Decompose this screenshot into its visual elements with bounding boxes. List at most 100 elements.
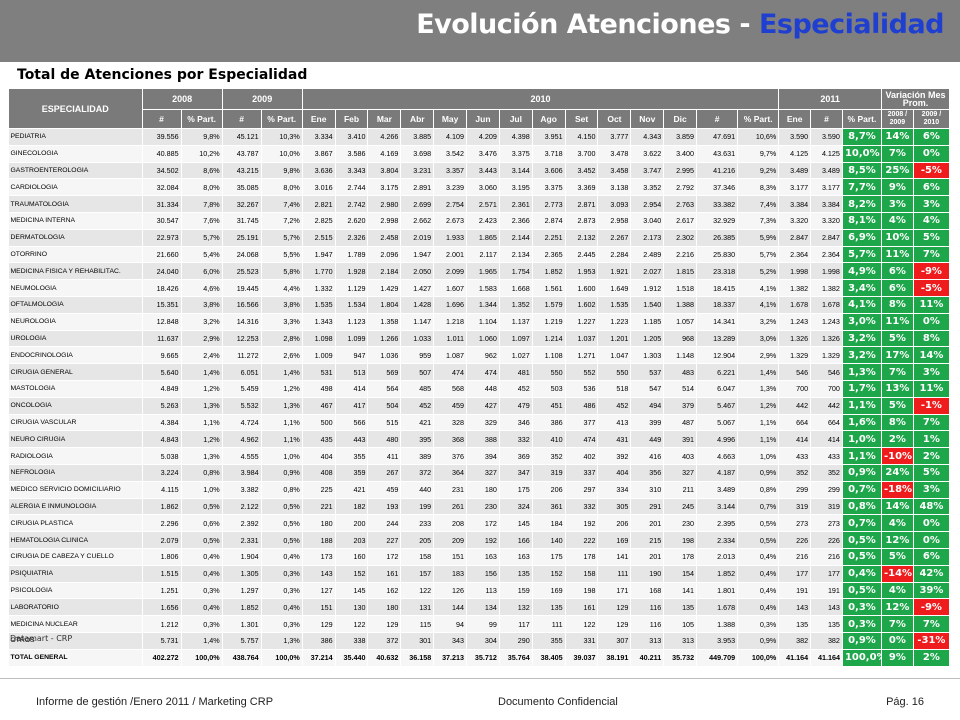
value-cell: 47.691 [696,128,739,146]
value-cell: 2.958 [597,212,632,230]
value-cell: 163 [499,548,533,566]
variation-cell: 2% [881,430,914,449]
value-cell: 1.953 [565,262,599,281]
variation-cell: -1% [913,397,951,415]
variation-cell: 1,1% [842,447,882,465]
value-cell: 503 [532,380,566,398]
value-cell: 392 [597,447,632,465]
value-cell: 1.297 [222,582,262,600]
value-cell: 3.177 [778,178,812,197]
value-cell: 507 [400,363,435,381]
value-cell: 151 [302,598,336,617]
value-cell: 962 [466,346,500,365]
value-cell: 0,9% [737,632,780,650]
variation-cell: 1% [913,430,951,449]
specialty-cell: DERMATOLOGIA [8,229,143,247]
value-cell: 34.502 [142,162,182,180]
value-cell: 2,9% [737,346,780,365]
value-cell: 0,4% [181,548,223,566]
value-cell: 433 [810,447,843,465]
value-cell: 160 [335,548,369,566]
value-cell: 0,5% [737,514,780,533]
sub-header-cell: Ago [531,109,566,129]
value-cell: 2.364 [778,246,812,264]
table-row: MEDICINA INTERNA 30.547 7,6% 31.745 7,2% 2.82… [8,212,951,230]
sub-header-cell: % Part. [841,109,882,129]
value-cell: 1.928 [335,262,369,281]
value-cell: 379 [663,397,698,415]
value-cell: 8,0% [181,178,223,197]
value-cell: 22.973 [142,229,182,247]
value-cell: 552 [565,363,599,381]
value-cell: 352 [532,447,566,465]
specialty-cell: TRAUMATOLOGIA [8,195,143,213]
value-cell: 449 [630,430,665,449]
value-cell: 3.060 [466,178,500,197]
value-cell: 198 [663,531,698,549]
sub-header-cell: Dic [663,109,698,129]
value-cell: 2.251 [532,229,566,247]
value-cell: 1.227 [565,313,599,331]
value-cell: 346 [499,414,533,432]
value-cell: 1.329 [810,346,843,365]
variation-cell: 12% [881,531,914,549]
value-cell: 5,7% [181,229,223,247]
variation-cell: 11% [913,296,951,314]
value-cell: 3.138 [597,178,632,197]
value-cell: 2.267 [597,229,632,247]
table-row: NEUMOLOGIA 18.426 4,6% 19.445 4,4% 1.332 1.129… [8,279,951,297]
value-cell: 1.358 [367,313,402,331]
value-cell: 459 [433,397,468,415]
specialty-cell: MASTOLOGIA [8,380,143,398]
value-cell: 1.998 [810,262,843,281]
variation-cell: 7% [913,615,951,633]
value-cell: 2.821 [302,195,336,213]
value-cell: 130 [335,598,369,617]
value-cell: 180 [367,598,402,617]
variation-cell: 4,1% [842,296,882,314]
value-cell: 2.326 [335,229,369,247]
value-cell: 41.164 [810,649,843,667]
value-cell: 156 [466,565,500,583]
value-cell: 99 [466,615,500,633]
value-cell: 1.047 [597,346,632,365]
value-cell: 1,4% [261,363,303,381]
value-cell: 2.423 [466,212,500,230]
value-cell: 2.013 [696,548,739,566]
sub-header-cell: # [141,109,182,129]
variation-cell: 5% [881,397,914,415]
value-cell: 0,7% [737,498,780,516]
variation-cell: 7% [913,414,951,432]
sub-header-cell: % Part. [180,109,223,129]
value-cell: 0,4% [261,598,303,617]
value-cell: 2,4% [181,346,223,365]
value-cell: 0,3% [181,582,223,600]
value-cell: 3.320 [810,212,843,230]
value-cell: 43.215 [222,162,262,180]
value-cell: 2.284 [597,246,632,264]
variation-cell: 42% [913,565,951,583]
value-cell: 1.804 [367,296,402,314]
value-cell: 3.542 [433,145,468,163]
variation-cell: 39% [913,582,951,600]
table-row: CIRUGIA GENERAL 5.640 1,4% 6.051 1,4% 531 513 5… [8,363,951,381]
value-cell: 2.019 [400,229,435,247]
value-cell: 227 [367,531,402,549]
value-cell: 388 [466,430,500,449]
value-cell: 1.326 [778,330,812,348]
value-cell: 352 [778,464,812,482]
sub-header-cell: 2008 / 2009 [880,109,914,129]
value-cell: 1.428 [400,296,435,314]
value-cell: 416 [630,447,665,465]
specialty-cell: LABORATORIO [8,598,143,617]
value-cell: 16.566 [222,296,262,314]
value-cell: 5,7% [261,229,303,247]
value-cell: 2.742 [335,195,369,213]
value-cell: 171 [597,582,632,600]
value-cell: 343 [433,632,468,650]
value-cell: 290 [499,632,533,650]
value-cell: 382 [778,632,812,650]
value-cell: 116 [630,615,665,633]
value-cell: 448 [466,380,500,398]
value-cell: 206 [532,481,566,499]
